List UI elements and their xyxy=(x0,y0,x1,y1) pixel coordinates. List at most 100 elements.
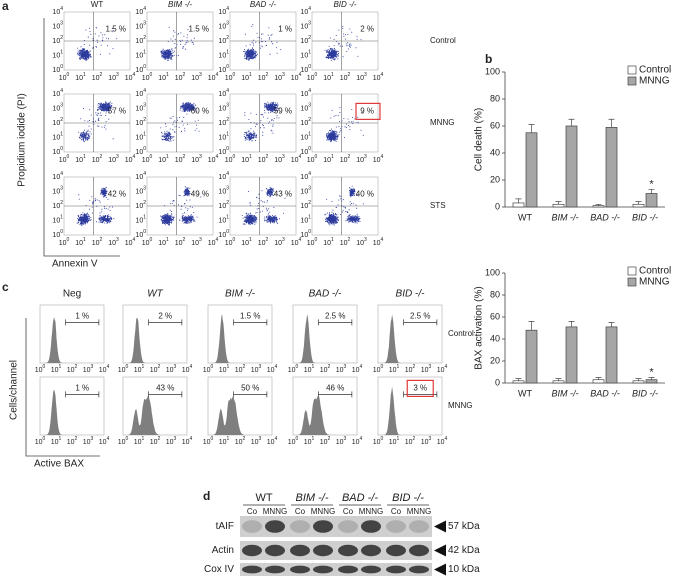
row-label: Control xyxy=(430,36,456,45)
error-bar xyxy=(635,378,642,381)
tick-exponent: 4 xyxy=(360,436,363,442)
tick-exponent: 1 xyxy=(166,154,169,160)
tick-exponent: 4 xyxy=(133,72,136,78)
tick-label: 103 xyxy=(166,364,177,374)
tick-exponent: 3 xyxy=(364,72,367,78)
tick-label: 100 xyxy=(59,72,70,82)
tick-exponent: 2 xyxy=(308,35,311,41)
tick-exponent: 0 xyxy=(381,364,384,370)
tick-exponent: 0 xyxy=(381,436,384,442)
tick-exponent: 1 xyxy=(331,72,334,78)
tick-exponent: 1 xyxy=(249,237,252,243)
blot-strip xyxy=(240,516,432,537)
tick-exponent: 2 xyxy=(100,72,103,78)
panel-label: d xyxy=(203,489,210,503)
tick-base: 10 xyxy=(225,240,233,247)
tick-exponent: 2 xyxy=(328,364,331,370)
tick-base: 10 xyxy=(158,75,166,82)
tick-base: 10 xyxy=(52,91,60,98)
tick-base: 10 xyxy=(135,203,143,210)
tick-label: 103 xyxy=(52,21,63,31)
row-label: MNNG xyxy=(430,118,454,127)
y-axis-label: Cell death (%) xyxy=(474,108,485,171)
tick-exponent: 2 xyxy=(413,436,416,442)
error-bar xyxy=(515,378,522,381)
tick-label: 102 xyxy=(135,117,146,127)
tick-label: 100 xyxy=(35,364,46,374)
tick-exponent: 2 xyxy=(183,154,186,160)
axis-arrow xyxy=(25,318,100,457)
blot-row-label: Cox IV xyxy=(204,564,234,575)
tick-base: 10 xyxy=(125,75,133,82)
tick-base: 10 xyxy=(182,439,190,446)
tick-exponent: 0 xyxy=(315,154,318,160)
tick-label: 101 xyxy=(52,50,63,60)
tick-label: 101 xyxy=(219,364,230,374)
x-tick-label: BIM -/- xyxy=(552,212,579,222)
tick-base: 10 xyxy=(300,52,308,59)
gate-bracket xyxy=(233,391,268,398)
percentage: 1 % xyxy=(278,25,292,34)
row-label: STS xyxy=(430,201,446,210)
tick-base: 10 xyxy=(59,75,67,82)
tick-exponent: 3 xyxy=(344,436,347,442)
tick-label: 104 xyxy=(267,436,278,446)
tick-base: 10 xyxy=(52,67,60,74)
tick-exponent: 2 xyxy=(243,364,246,370)
tick-exponent: 0 xyxy=(126,364,129,370)
tick-exponent: 0 xyxy=(308,146,311,152)
tick-label: 104 xyxy=(291,237,302,247)
x-tick-label: BIM -/- xyxy=(552,388,579,398)
tick-exponent: 1 xyxy=(60,50,63,56)
tick-base: 10 xyxy=(218,203,226,210)
tick-base: 10 xyxy=(300,120,308,127)
error-bar xyxy=(555,378,562,381)
tick-label: 100 xyxy=(35,436,46,446)
tick-exponent: 0 xyxy=(43,436,46,442)
tick-exponent: 4 xyxy=(360,364,363,370)
column-header: BIM -/- xyxy=(168,0,192,9)
tick-exponent: 2 xyxy=(308,200,311,206)
tick-label: 103 xyxy=(83,364,94,374)
tick-exponent: 1 xyxy=(226,215,229,221)
tick-base: 10 xyxy=(208,75,216,82)
tick-base: 10 xyxy=(218,52,226,59)
size-label: 57 kDa xyxy=(448,521,480,532)
tick-base: 10 xyxy=(225,75,233,82)
bar xyxy=(525,132,538,208)
tick-exponent: 3 xyxy=(116,154,119,160)
gate-bracket xyxy=(403,391,438,398)
histogram xyxy=(208,396,272,435)
tick-exponent: 1 xyxy=(397,364,400,370)
tick-exponent: 3 xyxy=(174,364,177,370)
tick-exponent: 4 xyxy=(275,436,278,442)
tick-exponent: 2 xyxy=(60,200,63,206)
tick-label: 104 xyxy=(300,88,311,98)
tick-exponent: 0 xyxy=(211,436,214,442)
tick-base: 10 xyxy=(218,232,226,239)
tick-label: 102 xyxy=(175,154,186,164)
blot-band xyxy=(265,544,285,557)
tick-label: 102 xyxy=(235,436,246,446)
bar xyxy=(565,125,578,208)
tick-exponent: 2 xyxy=(226,117,229,123)
tick-label: 103 xyxy=(300,186,311,196)
tick-label: 104 xyxy=(437,364,448,374)
blot-band xyxy=(338,565,358,574)
tick-base: 10 xyxy=(150,367,158,374)
tick-base: 10 xyxy=(218,23,226,30)
legend-swatch xyxy=(627,65,637,75)
percentage: 1.5 % xyxy=(240,312,260,321)
tick-exponent: 2 xyxy=(348,154,351,160)
tick-label: 101 xyxy=(75,72,86,82)
y-tick-label: 80 xyxy=(490,289,500,299)
tick-exponent: 2 xyxy=(75,436,78,442)
scatter-cloud xyxy=(76,27,118,61)
tick-label: 104 xyxy=(291,72,302,82)
tick-exponent: 4 xyxy=(226,88,229,94)
tick-label: 101 xyxy=(300,215,311,225)
lane-label: Co xyxy=(295,507,306,516)
tick-label: 101 xyxy=(135,132,146,142)
tick-base: 10 xyxy=(99,439,107,446)
tick-label: 102 xyxy=(150,364,161,374)
